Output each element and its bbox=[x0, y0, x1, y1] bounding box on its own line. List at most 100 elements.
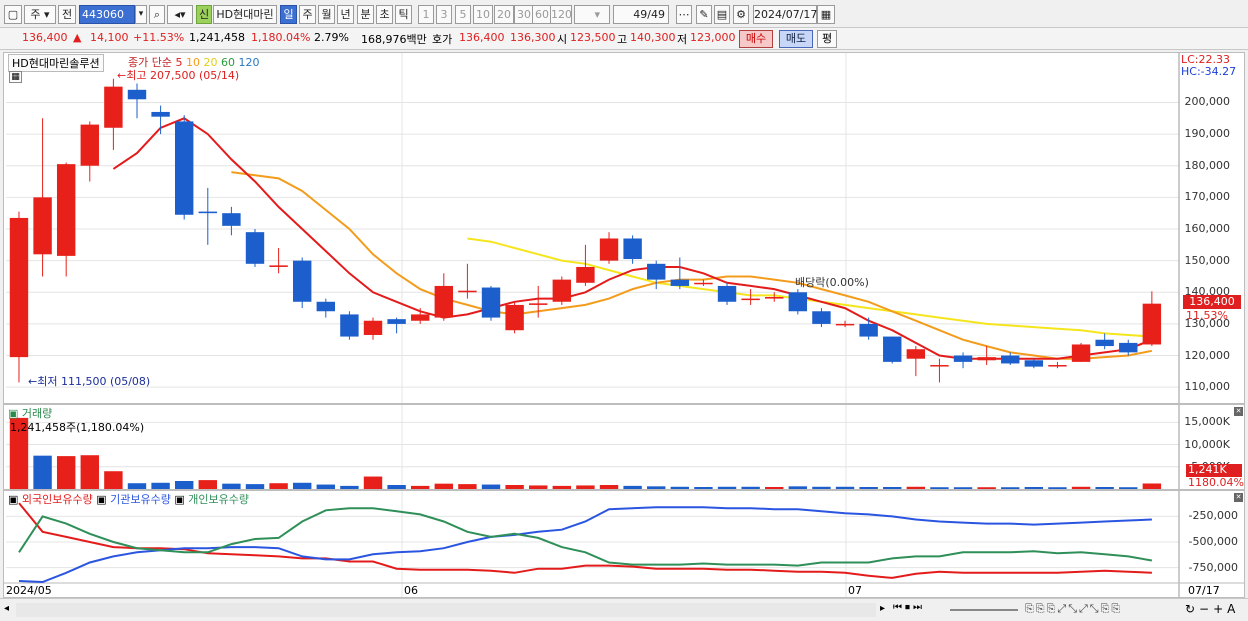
volume-bar bbox=[953, 487, 973, 489]
volume-panel: ▣ 거래량 1,241,458주(1,180.04%) ✕ 5,000K10,0… bbox=[3, 404, 1245, 490]
ma-legend-120: 120 bbox=[238, 56, 260, 69]
interval-30[interactable]: 30 bbox=[514, 5, 534, 24]
individual-line bbox=[18, 507, 1153, 567]
high-value: 140,300 bbox=[630, 31, 676, 44]
search-icon[interactable]: ⌕ bbox=[149, 5, 165, 24]
candle-body bbox=[56, 164, 76, 256]
zoom-slider[interactable] bbox=[950, 609, 1018, 611]
volume-bar bbox=[812, 486, 831, 489]
candle-body bbox=[576, 266, 595, 283]
interval-60[interactable]: 60 bbox=[532, 5, 552, 24]
volume-value: 1,241,458 bbox=[189, 31, 245, 44]
volume-bar bbox=[859, 487, 878, 489]
period-day[interactable]: 일 bbox=[280, 5, 297, 24]
code-input[interactable]: 443060 bbox=[79, 5, 135, 24]
volume-bar bbox=[694, 487, 713, 489]
nav-buttons[interactable]: ⏮⏹⏭ bbox=[893, 602, 925, 613]
interval-5[interactable]: 5 bbox=[455, 5, 471, 24]
zoom-controls[interactable]: ↻−+A bbox=[1185, 602, 1240, 616]
holdings-close-icon[interactable]: ✕ bbox=[1234, 493, 1243, 502]
ma-legend: 종가 단순 5 10 20 60 120 bbox=[128, 54, 259, 70]
candle-body bbox=[1001, 355, 1020, 364]
change-pct: +11.53% bbox=[133, 31, 185, 44]
holdings-tick-label: -500,000 bbox=[1188, 535, 1238, 549]
sound-icon[interactable]: ◂▾ bbox=[167, 5, 193, 24]
eval-button[interactable]: 평 bbox=[817, 30, 837, 48]
up-arrow-icon: ▲ bbox=[73, 31, 82, 44]
gear-icon[interactable]: ⚙ bbox=[733, 5, 749, 24]
candle-body bbox=[741, 298, 760, 301]
open-label: 시 bbox=[557, 33, 568, 46]
date-field[interactable]: 2024/07/17 bbox=[753, 5, 817, 24]
period-year[interactable]: 년 bbox=[337, 5, 354, 24]
hc-label: HC:-34.27 bbox=[1181, 65, 1237, 78]
candle-body bbox=[80, 124, 99, 166]
interval-dropdown[interactable]: ▾ bbox=[574, 5, 610, 24]
volume-bar bbox=[505, 485, 524, 489]
candle-body bbox=[198, 211, 217, 214]
ma-legend-5: 5 bbox=[175, 56, 183, 69]
ma-legend-label: 종가 단순 bbox=[128, 56, 172, 69]
buy-button[interactable]: 매수 bbox=[739, 30, 773, 48]
grid-toggle-icon[interactable]: ▦ bbox=[9, 71, 22, 83]
holdings-tick-label: -750,000 bbox=[1188, 560, 1238, 574]
interval-3[interactable]: 3 bbox=[436, 5, 452, 24]
candle-body bbox=[387, 319, 406, 324]
candle-body bbox=[1048, 365, 1067, 367]
volume-bar bbox=[80, 455, 99, 489]
price-panel: HD현대마린솔루션 종가 단순 5 10 20 60 120 ▦ ←최고 207… bbox=[3, 52, 1245, 404]
sell-button[interactable]: 매도 bbox=[779, 30, 813, 48]
volume-bar bbox=[765, 487, 784, 489]
price-value: 136,400 bbox=[22, 31, 68, 44]
volume-bar bbox=[1095, 487, 1114, 489]
volume-bar bbox=[292, 482, 312, 489]
price-tick-label: 200,000 bbox=[1184, 95, 1231, 109]
interval-10[interactable]: 10 bbox=[473, 5, 493, 24]
save-icon[interactable]: ▤ bbox=[714, 5, 730, 24]
high-label: 고 bbox=[617, 33, 628, 46]
calendar-icon[interactable]: ▦ bbox=[817, 5, 835, 24]
holdings-chart[interactable] bbox=[4, 491, 1244, 597]
interval-120[interactable]: 120 bbox=[550, 5, 572, 24]
price-tick-label: 160,000 bbox=[1184, 222, 1231, 235]
volume-bar bbox=[245, 484, 265, 489]
period-tick[interactable]: 틱 bbox=[395, 5, 412, 24]
code-dropdown-icon[interactable]: ▾ bbox=[135, 5, 147, 24]
volume-chart[interactable] bbox=[4, 405, 1244, 489]
interval-1[interactable]: 1 bbox=[418, 5, 434, 24]
period-minute[interactable]: 분 bbox=[357, 5, 374, 24]
period-week[interactable]: 주 bbox=[299, 5, 316, 24]
scroll-right-icon[interactable]: ▸ bbox=[880, 603, 886, 614]
period-second[interactable]: 초 bbox=[376, 5, 393, 24]
min-note: ←최저 111,500 (05/08) bbox=[28, 375, 151, 388]
candle-body bbox=[340, 314, 359, 337]
candle-body bbox=[717, 285, 737, 302]
stock-name-field[interactable]: HD현대마린 bbox=[213, 5, 277, 24]
interval-20[interactable]: 20 bbox=[494, 5, 514, 24]
volume-current-tag: 1,241K bbox=[1186, 464, 1242, 477]
range-button[interactable]: 전 bbox=[58, 5, 76, 24]
x-label-jun: 06 bbox=[404, 584, 418, 597]
volume-bar bbox=[33, 455, 52, 489]
window-icon[interactable]: ▢ bbox=[4, 5, 22, 24]
current-price-tag: 136,400 bbox=[1183, 295, 1241, 309]
volume-bar bbox=[977, 487, 996, 489]
type-select[interactable]: 주 ▾ bbox=[24, 5, 56, 24]
tools-icon[interactable]: ⋯ bbox=[676, 5, 692, 24]
chart-title[interactable]: HD현대마린솔루션 bbox=[8, 54, 104, 72]
candle-body bbox=[151, 111, 170, 117]
price-chart[interactable] bbox=[4, 53, 1244, 403]
period-month[interactable]: 월 bbox=[318, 5, 335, 24]
volume-bar bbox=[835, 486, 855, 489]
volume-tick-label: 10,000K bbox=[1184, 437, 1230, 451]
ma-legend-10: 10 bbox=[185, 56, 200, 69]
volume-close-icon[interactable]: ✕ bbox=[1234, 407, 1243, 416]
draw-icon[interactable]: ✎ bbox=[696, 5, 712, 24]
scroll-left-icon[interactable]: ◂ bbox=[4, 603, 10, 614]
candle-body bbox=[104, 86, 123, 128]
page-count-field[interactable]: 49/49 bbox=[613, 5, 669, 24]
volume-bar bbox=[127, 483, 147, 489]
scroll-track[interactable] bbox=[16, 603, 876, 617]
drawing-tools[interactable]: ⎘⎘⎘⤢⤡⤢⤡⎘⎘ bbox=[1025, 602, 1123, 615]
holdings-panel: ▣ 외국인보유수량 ▣ 기관보유수량 ▣ 개인보유수량 ✕ -250,000 -5… bbox=[3, 490, 1245, 598]
